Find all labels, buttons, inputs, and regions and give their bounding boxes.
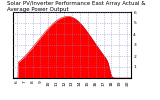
Text: Solar PV/Inverter Performance East Array Actual & Average Power Output: Solar PV/Inverter Performance East Array… — [7, 1, 145, 12]
